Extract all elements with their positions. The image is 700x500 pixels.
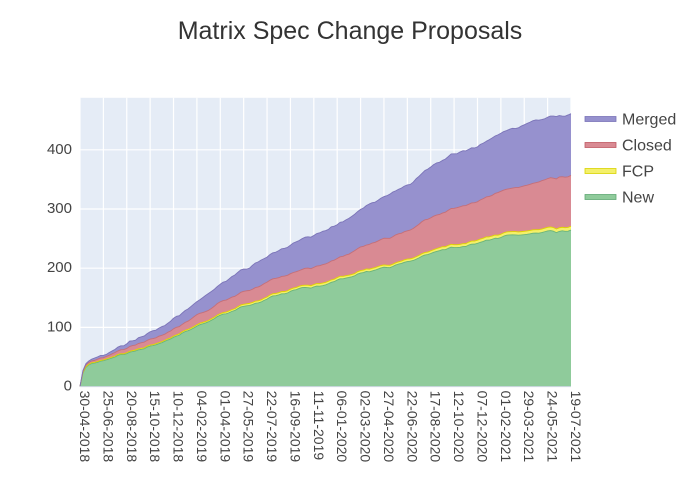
- svg-text:22-06-2020: 22-06-2020: [404, 391, 420, 463]
- svg-text:11-11-2019: 11-11-2019: [311, 391, 327, 461]
- svg-text:06-01-2020: 06-01-2020: [334, 391, 350, 463]
- svg-text:04-02-2019: 04-02-2019: [194, 391, 210, 463]
- svg-text:400: 400: [47, 141, 72, 158]
- svg-text:FCP: FCP: [622, 164, 654, 181]
- svg-text:24-05-2021: 24-05-2021: [545, 391, 561, 463]
- svg-text:New: New: [622, 190, 654, 207]
- svg-text:100: 100: [47, 318, 72, 335]
- svg-text:22-07-2019: 22-07-2019: [264, 391, 280, 463]
- svg-text:200: 200: [47, 259, 72, 276]
- svg-text:01-02-2021: 01-02-2021: [498, 391, 514, 463]
- svg-text:01-04-2019: 01-04-2019: [217, 391, 233, 463]
- svg-text:10-12-2018: 10-12-2018: [171, 391, 187, 463]
- svg-text:02-03-2020: 02-03-2020: [358, 391, 374, 463]
- svg-text:30-04-2018: 30-04-2018: [77, 391, 93, 463]
- svg-text:20-08-2018: 20-08-2018: [124, 391, 140, 463]
- svg-text:19-07-2021: 19-07-2021: [568, 391, 584, 463]
- svg-text:16-09-2019: 16-09-2019: [287, 391, 303, 463]
- svg-text:0: 0: [64, 378, 72, 395]
- svg-text:300: 300: [47, 200, 72, 217]
- svg-text:29-03-2021: 29-03-2021: [521, 391, 537, 463]
- svg-text:Merged: Merged: [622, 112, 676, 129]
- svg-text:07-12-2020: 07-12-2020: [474, 391, 490, 463]
- svg-text:25-06-2018: 25-06-2018: [100, 391, 116, 463]
- svg-text:27-04-2020: 27-04-2020: [381, 391, 397, 463]
- svg-text:27-05-2019: 27-05-2019: [241, 391, 257, 463]
- svg-text:17-08-2020: 17-08-2020: [428, 391, 444, 463]
- svg-text:Closed: Closed: [622, 138, 672, 155]
- svg-text:15-10-2018: 15-10-2018: [147, 391, 163, 463]
- svg-text:12-10-2020: 12-10-2020: [451, 391, 467, 463]
